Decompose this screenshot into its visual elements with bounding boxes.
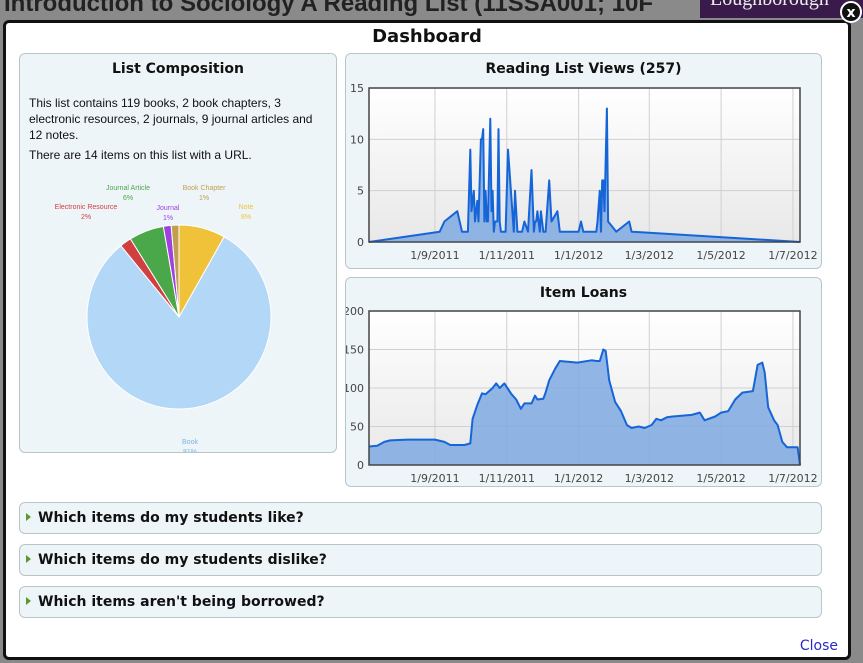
pie-label: Electronic Resource (55, 204, 118, 211)
accordion-students-dislike[interactable]: Which items do my students dislike? (19, 544, 822, 576)
pie-percent-label: 8% (241, 214, 251, 221)
pie-slice-book (86, 236, 272, 410)
y-tick-label: 10 (350, 133, 364, 146)
pie-label: Journal Article (106, 185, 150, 192)
close-x-icon[interactable]: x (840, 1, 862, 23)
y-tick-label: 100 (346, 382, 364, 395)
accordion-label: Which items do my students like? (38, 510, 304, 526)
pie-percent-label: 6% (123, 195, 133, 202)
x-tick-label: 1/1/2012 (554, 249, 603, 262)
x-tick-label: 1/7/2012 (768, 472, 817, 485)
composition-text: This list contains 119 books, 2 book cha… (29, 95, 329, 167)
plot-border (368, 87, 801, 243)
x-tick-label: 1/5/2012 (696, 249, 745, 262)
composition-url-note: There are 14 items on this list with a U… (29, 148, 252, 162)
accordion-students-like[interactable]: Which items do my students like? (19, 502, 822, 534)
x-tick-label: 1/11/2011 (479, 249, 535, 262)
x-tick-label: 1/9/2011 (410, 249, 459, 262)
accordion-label: Which items do my students dislike? (38, 552, 327, 568)
x-tick-label: 1/3/2012 (625, 249, 674, 262)
list-composition-panel: List Composition This list contains 119 … (19, 53, 337, 453)
x-tick-label: 1/1/2012 (554, 472, 603, 485)
y-tick-label: 0 (357, 459, 364, 472)
modal-title: Dashboard (372, 26, 482, 47)
accordion-not-borrowed[interactable]: Which items aren't being borrowed? (19, 586, 822, 618)
list-composition-title: List Composition (112, 61, 244, 77)
reading-list-views-panel: Reading List Views (257) 0 5 10 15 1/9/2011 1… (345, 53, 822, 269)
y-tick-label: 200 (346, 305, 364, 318)
plot-area (369, 88, 800, 242)
pie-percent-label: 1% (199, 195, 209, 202)
x-tick-label: 1/9/2011 (410, 472, 459, 485)
x-tick-label: 1/11/2011 (479, 472, 535, 485)
expand-triangle-icon (26, 555, 31, 563)
pie-label: Book Chapter (183, 185, 226, 192)
x-tick-label: 1/5/2012 (696, 472, 745, 485)
pie-slice-book-chapter (170, 224, 180, 318)
pie-label: Journal (157, 205, 180, 212)
pie-percent-label: 1% (163, 215, 173, 222)
pie-percent-label: 81% (183, 449, 197, 452)
y-tick-label: 150 (346, 344, 364, 357)
expand-triangle-icon (26, 513, 31, 521)
item-loans-panel: Item Loans 0 50 100 150 200 1/9/2011 1/11/2011… (345, 277, 822, 487)
accordion-label: Which items aren't being borrowed? (38, 594, 325, 610)
y-tick-label: 50 (350, 421, 364, 434)
series-line (368, 107, 801, 243)
close-link[interactable]: Close (799, 638, 838, 654)
x-tick-label: 1/3/2012 (625, 472, 674, 485)
series-area-fill (369, 349, 800, 465)
plot-border (368, 310, 801, 466)
pie-percent-label: 2% (81, 214, 91, 221)
loans-chart: 0 50 100 150 200 1/9/2011 1/11/2011 1/1/2012 1/3… (346, 305, 818, 485)
series-line (368, 348, 801, 466)
dashboard-modal: Dashboard List Composition This list con… (3, 20, 851, 660)
background-page-title: Introduction to Sociology A Reading List… (4, 0, 653, 17)
composition-summary: This list contains 119 books, 2 book cha… (29, 96, 313, 142)
background-logo: Loughborough (700, 0, 863, 18)
views-chart-title: Reading List Views (257) (485, 61, 682, 77)
views-chart: 0 5 10 15 1/9/2011 1/11/2011 1/1/2012 1/3/2012 1… (350, 82, 818, 262)
y-tick-label: 15 (350, 82, 364, 95)
expand-triangle-icon (26, 597, 31, 605)
loans-chart-title: Item Loans (539, 285, 628, 301)
pie-label: Note (239, 204, 254, 211)
composition-pie-chart: Note 8% Book 81% Electronic Resource 2% Journa… (55, 185, 272, 452)
x-tick-label: 1/7/2012 (768, 249, 817, 262)
y-tick-label: 5 (357, 185, 364, 198)
pie-label: Book (182, 439, 198, 446)
y-tick-label: 0 (357, 236, 364, 249)
